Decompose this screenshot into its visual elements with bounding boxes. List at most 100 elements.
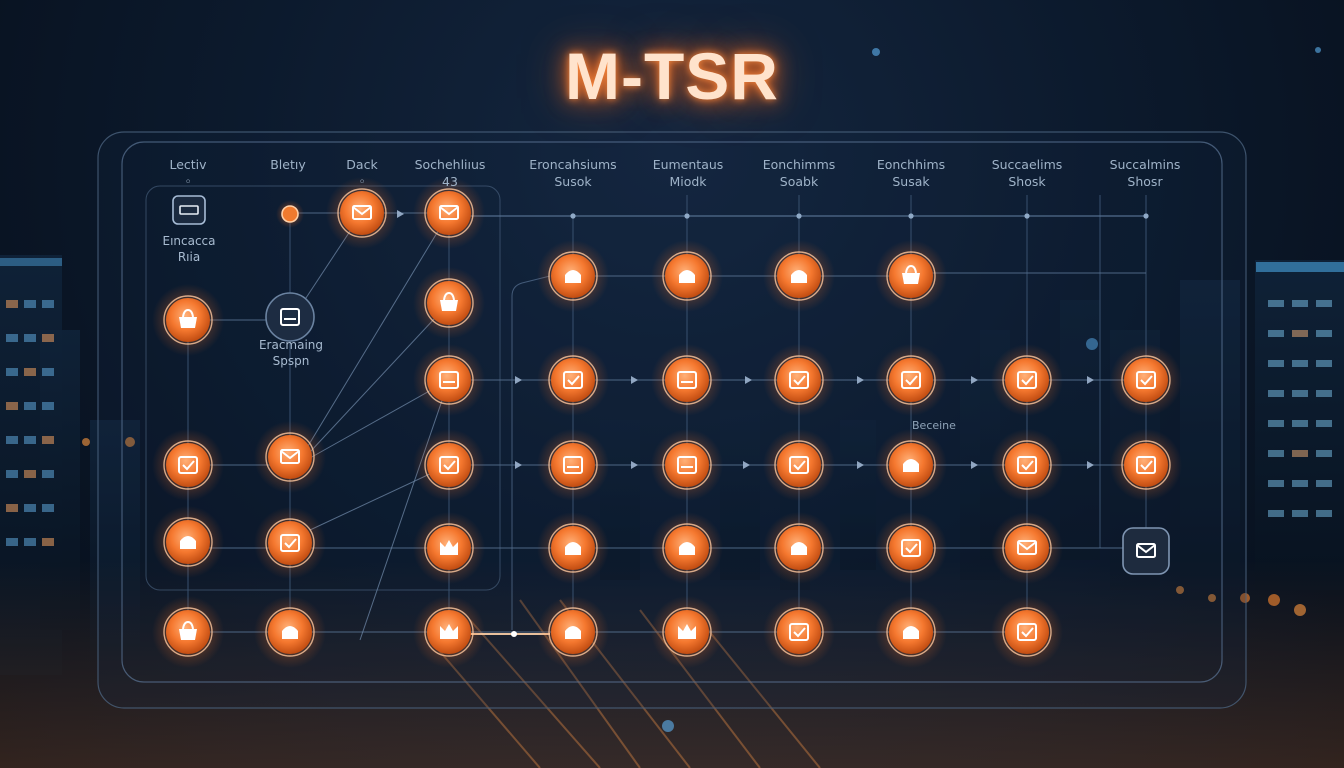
window-light	[6, 300, 18, 308]
workflow-node-check[interactable]	[152, 429, 224, 501]
arrowhead	[631, 461, 638, 469]
arrowhead	[397, 210, 404, 218]
diagram-panel	[97, 131, 1247, 709]
workflow-node-cake[interactable]	[537, 596, 609, 668]
workflow-node-tray[interactable]	[413, 344, 485, 416]
skyline-light	[0, 258, 62, 266]
arrowhead	[515, 376, 522, 384]
workflow-node-cake[interactable]	[875, 429, 947, 501]
window-light	[42, 402, 54, 410]
arrowhead	[1087, 376, 1094, 384]
workflow-node-crown[interactable]	[413, 596, 485, 668]
workflow-node-mail[interactable]	[991, 512, 1063, 584]
window-light	[1268, 300, 1284, 307]
workflow-node-cake[interactable]	[537, 512, 609, 584]
workflow-node-cake[interactable]	[875, 596, 947, 668]
window-light	[1268, 480, 1284, 487]
window-light	[6, 538, 18, 546]
workflow-node-check[interactable]	[413, 429, 485, 501]
window-light	[24, 300, 36, 308]
workflow-node-mail[interactable]	[254, 421, 326, 493]
workflow-node-bag[interactable]	[152, 596, 224, 668]
window-light	[24, 504, 36, 512]
arrowhead	[1087, 461, 1094, 469]
window-light	[1316, 300, 1332, 307]
window-light	[1268, 510, 1284, 517]
workflow-node-tray[interactable]	[537, 429, 609, 501]
diagram-title: M-TSR	[565, 39, 779, 113]
workflow-node-cake[interactable]	[537, 240, 609, 312]
group-bracket	[511, 275, 551, 630]
arrowhead	[743, 461, 750, 469]
window-light	[42, 368, 54, 376]
workflow-node-cake[interactable]	[651, 240, 723, 312]
bokeh-light	[872, 48, 880, 56]
window-light	[6, 368, 18, 376]
workflow-node-check[interactable]	[875, 344, 947, 416]
workflow-node-cake[interactable]	[152, 506, 224, 578]
column-header-5: Eroncahsiums Susok	[529, 157, 617, 189]
window-light	[1292, 480, 1308, 487]
workflow-node-cake[interactable]	[651, 512, 723, 584]
workflow-node-cake[interactable]	[763, 512, 835, 584]
workflow-node-cake[interactable]	[763, 240, 835, 312]
workflow-node-tray[interactable]	[651, 344, 723, 416]
window-light	[42, 436, 54, 444]
workflow-node-bag[interactable]	[152, 284, 224, 356]
window-light	[1292, 390, 1308, 397]
workflow-node-bag[interactable]	[875, 240, 947, 312]
column-header-2: Bletıy	[270, 157, 306, 172]
bus-junction	[908, 213, 914, 219]
workflow-node-crown[interactable]	[413, 512, 485, 584]
storage-node[interactable]	[265, 292, 315, 342]
window-light	[6, 334, 18, 342]
workflow-node-check[interactable]	[991, 344, 1063, 416]
workflow-node-tray[interactable]	[651, 429, 723, 501]
bus-junction	[570, 213, 576, 219]
window-light	[1268, 360, 1284, 367]
window-light	[24, 334, 36, 342]
workflow-node-bag[interactable]	[413, 267, 485, 339]
workflow-node-mail[interactable]	[413, 177, 485, 249]
arrowhead	[971, 461, 978, 469]
bus-junction	[1143, 213, 1149, 219]
column-header-1: Lectiv ◦	[169, 157, 207, 189]
workflow-node-check[interactable]	[991, 596, 1063, 668]
window-light	[6, 470, 18, 478]
window-light	[42, 334, 54, 342]
workflow-node-check[interactable]	[763, 429, 835, 501]
workflow-node-check[interactable]	[537, 344, 609, 416]
workflow-node-cake[interactable]	[254, 596, 326, 668]
trigger-dot-node[interactable]	[276, 200, 304, 228]
window-light	[1292, 300, 1308, 307]
window-light	[1268, 450, 1284, 457]
window-light	[42, 538, 54, 546]
workflow-node-check[interactable]	[1110, 344, 1182, 416]
window-light	[6, 402, 18, 410]
arrowhead	[515, 461, 522, 469]
column-header-4: Sochehliıus 43	[414, 157, 486, 189]
window-light	[24, 436, 36, 444]
arrowhead	[971, 376, 978, 384]
workflow-node-mail[interactable]	[326, 177, 398, 249]
light-trail	[469, 619, 601, 768]
workflow-node-check[interactable]	[763, 344, 835, 416]
bokeh-light	[662, 720, 674, 732]
workflow-node-check[interactable]	[763, 596, 835, 668]
window-light	[42, 300, 54, 308]
inner-frame	[121, 141, 1223, 683]
bokeh-light	[1315, 47, 1321, 53]
start-node[interactable]	[172, 195, 206, 225]
inbox-end-node[interactable]	[1122, 527, 1170, 575]
workflow-node-check[interactable]	[875, 512, 947, 584]
workflow-node-check[interactable]	[1110, 429, 1182, 501]
workflow-node-crown[interactable]	[651, 596, 723, 668]
skyline-light	[1256, 262, 1344, 272]
flow-spark	[511, 631, 517, 637]
workflow-node-check[interactable]	[991, 429, 1063, 501]
column-header-7: Eonchimms Soabk	[762, 157, 836, 189]
workflow-node-check[interactable]	[254, 507, 326, 579]
background-building	[1180, 280, 1240, 600]
bokeh-light	[1294, 604, 1306, 616]
arrowhead	[631, 376, 638, 384]
